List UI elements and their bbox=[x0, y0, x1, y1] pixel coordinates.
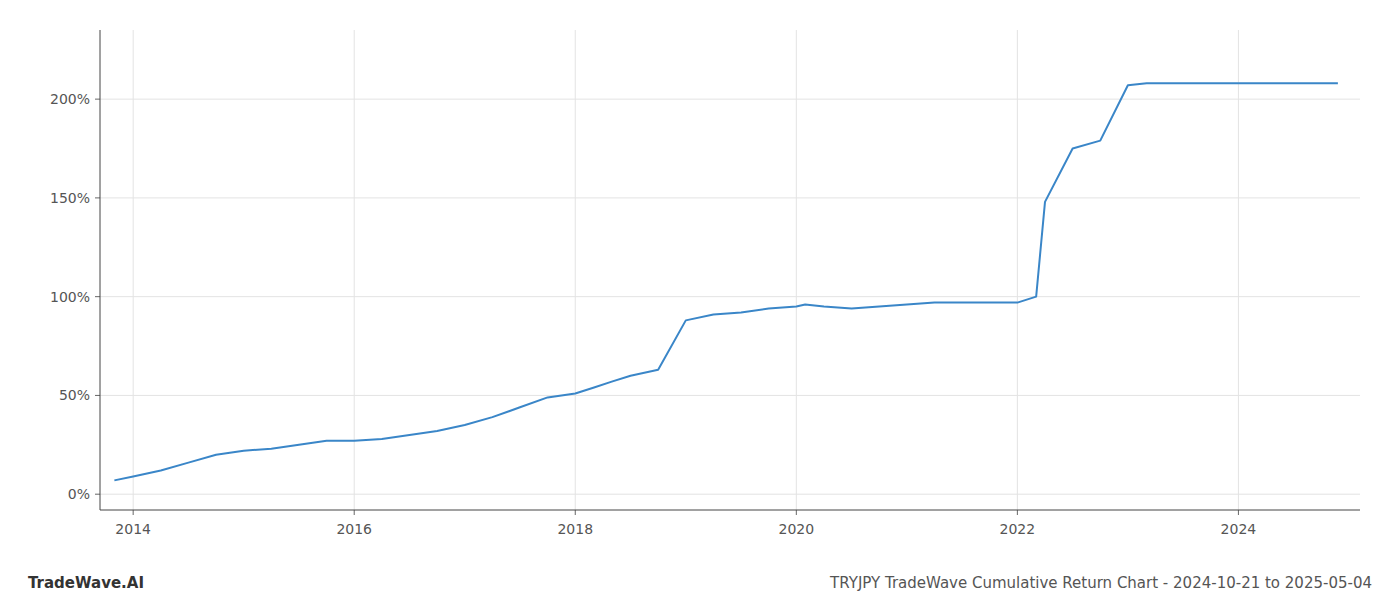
grid-line-y bbox=[100, 99, 1360, 100]
y-tick bbox=[95, 197, 100, 198]
x-tick-label: 2020 bbox=[778, 521, 814, 537]
grid-line-x bbox=[354, 30, 355, 510]
x-tick-label: 2016 bbox=[336, 521, 372, 537]
x-tick bbox=[354, 510, 355, 515]
grid bbox=[100, 30, 1360, 510]
grid-line-x bbox=[575, 30, 576, 510]
axes: 2014 2016 2018 2020 2022 2024 0% 50% 100% 150% 200… bbox=[50, 30, 1360, 537]
x-tick-label: 2024 bbox=[1221, 521, 1257, 537]
y-tick bbox=[95, 296, 100, 297]
y-tick-label: 150% bbox=[50, 190, 90, 206]
y-tick-label: 200% bbox=[50, 91, 90, 107]
y-tick-label: 50% bbox=[59, 387, 90, 403]
grid-line-y bbox=[100, 296, 1360, 297]
chart: 2014 2016 2018 2020 2022 2024 0% 50% 100% 150% 200… bbox=[0, 0, 1400, 600]
x-tick-label: 2018 bbox=[557, 521, 593, 537]
plot-area bbox=[114, 83, 1338, 480]
x-tick bbox=[796, 510, 797, 515]
y-axis-line bbox=[100, 30, 101, 510]
title: TRYJPY TradeWave Cumulative Return Chart… bbox=[829, 574, 1372, 592]
grid-line-x bbox=[796, 30, 797, 510]
x-axis-line bbox=[100, 510, 1360, 511]
y-tick bbox=[95, 494, 100, 495]
x-tick bbox=[575, 510, 576, 515]
grid-line-x bbox=[1017, 30, 1018, 510]
x-tick bbox=[133, 510, 134, 515]
grid-line-x bbox=[1238, 30, 1239, 510]
y-tick-label: 0% bbox=[68, 486, 90, 502]
line bbox=[114, 83, 1338, 480]
grid-line-y bbox=[100, 494, 1360, 495]
y-tick bbox=[95, 395, 100, 396]
x-tick bbox=[1238, 510, 1239, 515]
y-tick-label: 100% bbox=[50, 289, 90, 305]
grid-line-y bbox=[100, 395, 1360, 396]
grid-line-x bbox=[133, 30, 134, 510]
watermark: TradeWave.AI bbox=[28, 574, 144, 592]
y-tick bbox=[95, 99, 100, 100]
grid-line-y bbox=[100, 197, 1360, 198]
x-tick-label: 2014 bbox=[115, 521, 151, 537]
x-tick-label: 2022 bbox=[1000, 521, 1036, 537]
x-tick bbox=[1017, 510, 1018, 515]
